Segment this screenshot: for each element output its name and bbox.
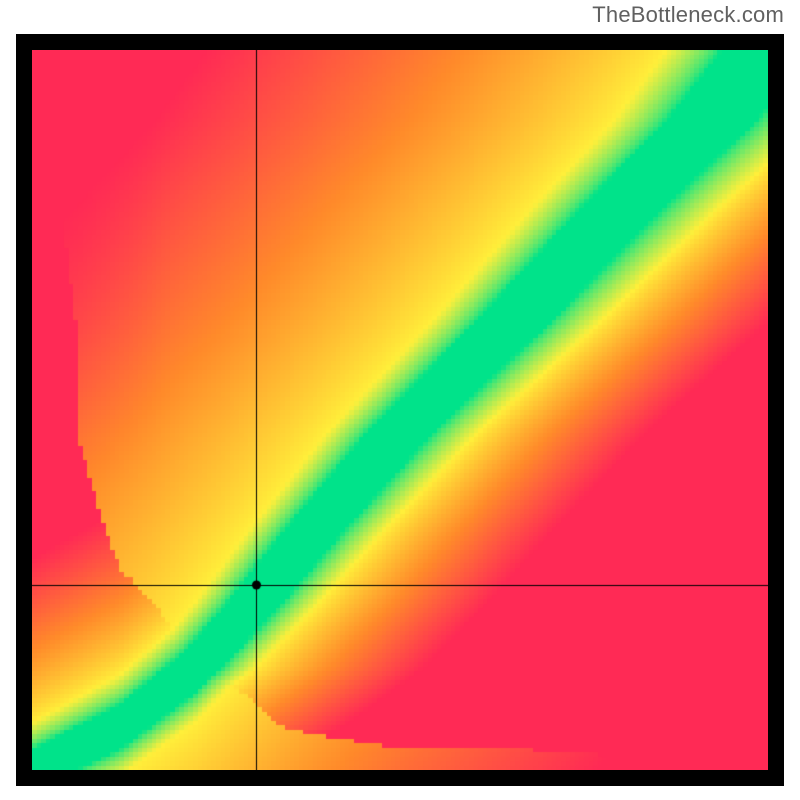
root-container: TheBottleneck.com [0, 0, 800, 800]
heatmap-canvas [32, 50, 768, 770]
watermark-text: TheBottleneck.com [592, 2, 784, 28]
chart-frame [16, 34, 784, 786]
